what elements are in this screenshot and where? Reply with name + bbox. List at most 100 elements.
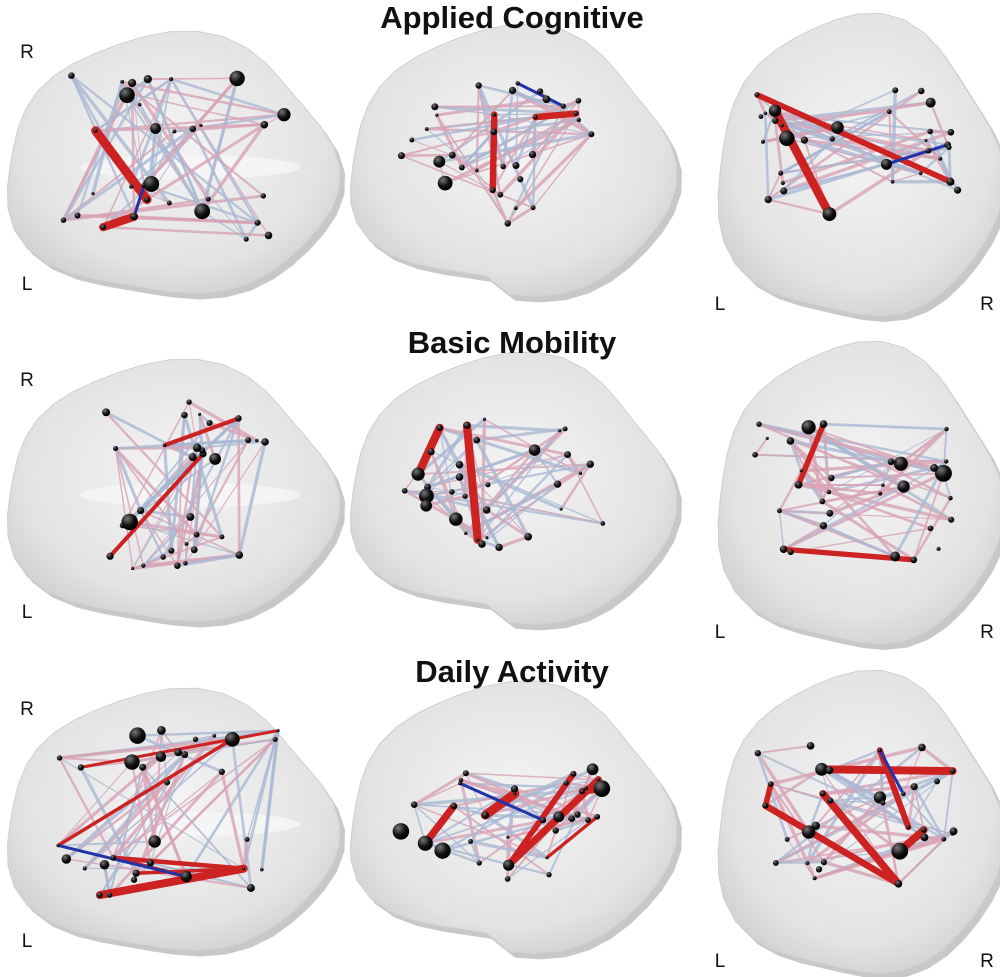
node — [169, 76, 174, 82]
edge — [94, 113, 286, 132]
node — [139, 763, 147, 771]
edge — [57, 737, 235, 760]
edge — [70, 74, 259, 224]
edge — [830, 460, 893, 480]
node — [264, 231, 273, 240]
node — [586, 460, 595, 468]
edge — [132, 215, 260, 225]
strong-edge — [108, 451, 206, 559]
edge — [452, 805, 551, 876]
edge — [242, 837, 249, 871]
node — [815, 762, 829, 776]
node — [468, 838, 474, 844]
node — [130, 876, 138, 883]
edge — [184, 729, 280, 878]
node — [831, 121, 844, 134]
node — [772, 859, 779, 866]
node — [56, 755, 63, 761]
node — [186, 512, 195, 521]
node — [880, 158, 893, 170]
edge — [200, 76, 239, 214]
node — [887, 458, 895, 466]
node — [938, 156, 943, 161]
node — [893, 456, 908, 471]
node — [411, 467, 425, 481]
node — [212, 733, 217, 738]
node — [141, 563, 146, 568]
node — [475, 82, 482, 89]
edge — [169, 77, 286, 116]
node — [536, 88, 544, 95]
strong-edge-negative — [884, 143, 950, 166]
node — [448, 151, 456, 159]
node — [574, 811, 581, 818]
node — [897, 480, 910, 493]
strong-edge-negative — [56, 843, 188, 879]
node — [528, 444, 541, 456]
edge — [102, 225, 270, 237]
node — [82, 866, 87, 871]
row: R L L R — [6, 340, 1000, 650]
node — [60, 217, 67, 223]
edge — [58, 756, 115, 859]
edge — [451, 89, 514, 157]
edge — [789, 439, 803, 473]
strong-edge — [134, 866, 246, 875]
edge — [141, 766, 188, 878]
orientation-label: R — [980, 622, 994, 643]
node — [164, 779, 171, 786]
node — [420, 499, 433, 512]
node — [927, 128, 933, 135]
node — [205, 196, 211, 202]
edge — [778, 509, 825, 527]
strong-edge — [99, 212, 139, 232]
node — [763, 111, 768, 116]
node — [106, 552, 114, 560]
edge — [774, 119, 949, 146]
edge — [929, 130, 952, 134]
node — [243, 236, 249, 242]
strong-edge-negative — [458, 781, 545, 822]
edge — [820, 476, 833, 503]
node — [954, 186, 962, 194]
node — [564, 451, 572, 459]
node — [829, 136, 835, 142]
edge — [231, 738, 253, 890]
node — [455, 473, 464, 481]
node — [758, 114, 764, 119]
node — [255, 438, 259, 443]
node — [756, 421, 762, 427]
node — [510, 785, 519, 793]
orientation-label: L — [715, 951, 726, 972]
node — [508, 86, 517, 95]
node — [482, 506, 491, 514]
edge — [425, 423, 469, 489]
node — [941, 836, 947, 842]
edge — [460, 130, 496, 169]
edge — [429, 450, 458, 521]
edge — [57, 840, 156, 847]
node — [219, 534, 225, 540]
edge — [571, 816, 598, 820]
edge — [942, 770, 954, 841]
node — [578, 471, 583, 476]
brain-view — [6, 30, 345, 300]
node — [489, 187, 496, 194]
node — [434, 842, 451, 859]
node — [801, 825, 816, 839]
node — [124, 754, 140, 770]
row-title: Applied Cognitive — [380, 0, 644, 35]
node — [148, 835, 161, 848]
edge — [764, 111, 770, 201]
node — [504, 220, 511, 227]
edge — [410, 115, 537, 142]
node — [880, 800, 886, 806]
edge — [881, 801, 900, 886]
node — [890, 179, 895, 184]
node — [596, 777, 601, 782]
edge — [65, 858, 106, 866]
node — [906, 825, 911, 830]
node — [801, 420, 816, 435]
node — [920, 833, 929, 842]
edge — [878, 427, 949, 496]
